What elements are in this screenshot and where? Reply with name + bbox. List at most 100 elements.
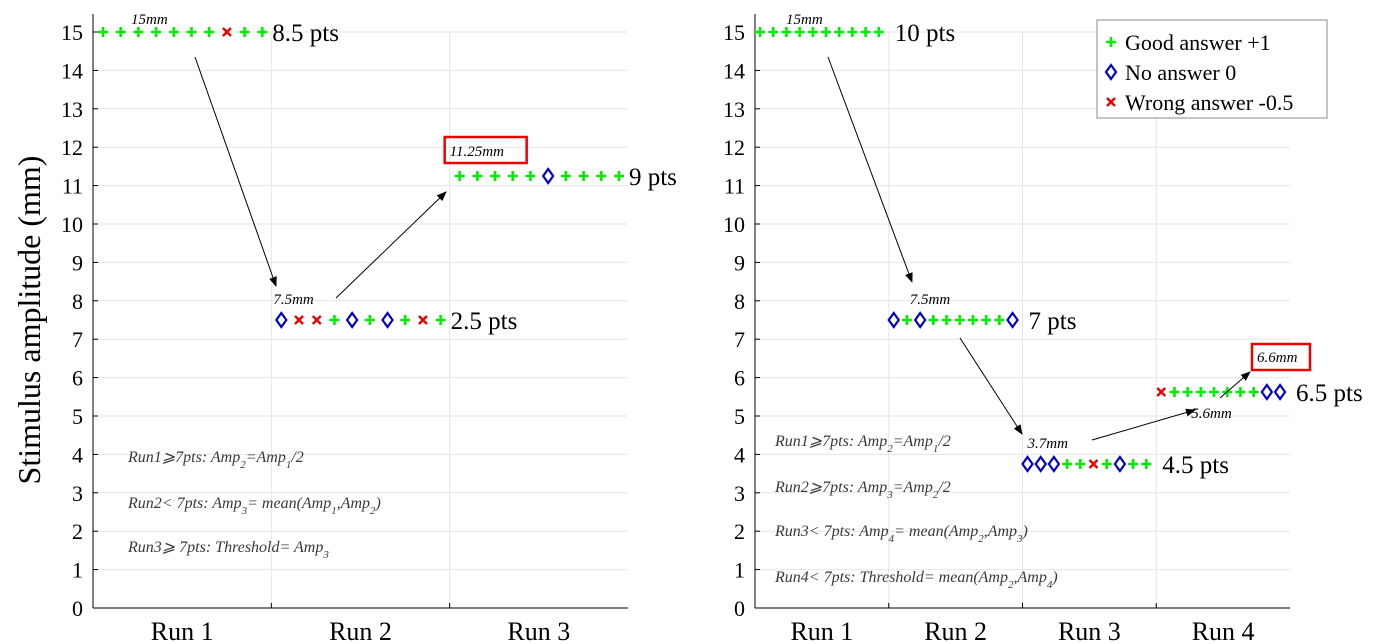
plus-icon — [1235, 387, 1246, 397]
y-tick-label: 15 — [723, 20, 745, 45]
plus-icon — [239, 27, 250, 37]
transition-arrow — [1219, 371, 1251, 399]
answer-none-marker — [1104, 63, 1118, 81]
y-tick-label: 7 — [72, 327, 83, 352]
y-tick-label: 14 — [723, 58, 745, 83]
plus-icon — [115, 27, 126, 37]
plus-icon — [133, 27, 144, 37]
y-tick-label: 13 — [723, 97, 745, 122]
answer-good-marker — [981, 315, 992, 325]
plus-icon — [941, 315, 952, 325]
plus-icon — [472, 171, 483, 181]
answer-good-marker — [928, 315, 939, 325]
answer-good-marker — [847, 27, 858, 37]
y-tick-label: 6 — [734, 366, 745, 391]
plus-icon — [1248, 387, 1259, 397]
answer-good-marker — [490, 171, 501, 181]
diamond-icon — [1047, 455, 1061, 473]
legend: Good answer +1 No answer 0 Wrong answer -0… — [1096, 19, 1328, 119]
rule-text: Run3⩾ 7pts: Threshold= Amp3 — [127, 539, 329, 561]
plus-icon — [435, 315, 446, 325]
plus-icon — [400, 315, 411, 325]
amplitude-label: 7.5mm — [910, 292, 951, 308]
plus-icon — [329, 315, 340, 325]
y-tick-label: 3 — [72, 481, 83, 506]
answer-good-marker — [454, 171, 465, 181]
rule-text: Run2< 7pts: Amp3= mean(Amp1,Amp2) — [127, 495, 381, 517]
y-tick-label: 10 — [61, 212, 83, 237]
y-tick-label: 14 — [61, 58, 83, 83]
plus-icon — [873, 27, 884, 37]
plus-icon — [1195, 387, 1206, 397]
plus-icon — [1101, 459, 1112, 469]
answer-none-marker — [1021, 455, 1034, 473]
y-tick-label: 15 — [61, 20, 83, 45]
amplitude-label: 15mm — [131, 12, 168, 28]
plus-icon — [454, 171, 465, 181]
y-tick-label: 13 — [61, 97, 83, 122]
amplitude-label: 11.25mm — [450, 144, 504, 160]
answer-good-marker — [901, 315, 912, 325]
score-label: 6.5 pts — [1296, 380, 1363, 407]
amplitude-label: 5.6mm — [1191, 406, 1232, 422]
plus-icon — [901, 315, 912, 325]
diamond-icon — [1006, 311, 1019, 329]
answer-none-marker — [1113, 455, 1127, 473]
answer-good-marker — [168, 27, 179, 37]
y-tick-label: 2 — [72, 519, 83, 544]
y-tick-label: 6 — [72, 366, 83, 391]
score-label: 8.5 pts — [272, 20, 339, 47]
score-label: 2.5 pts — [451, 308, 518, 335]
answer-good-marker — [472, 171, 483, 181]
answer-good-marker — [151, 27, 162, 37]
cross-icon — [222, 27, 232, 37]
y-tick-label: 5 — [72, 404, 83, 429]
legend-box — [1096, 19, 1328, 119]
legend-entry-label: No answer 0 — [1125, 60, 1236, 85]
plus-icon — [821, 27, 831, 37]
answer-good-marker — [1128, 459, 1139, 469]
plus-icon — [507, 171, 518, 181]
answer-none-marker — [1260, 383, 1274, 401]
plus-icon — [967, 315, 978, 325]
rule-text: Run2⩾7pts: Amp3=Amp2/2 — [774, 479, 951, 501]
plus-icon — [860, 27, 871, 37]
target-amplitude-label: 6.6mm — [1257, 350, 1298, 366]
answer-good-marker — [821, 27, 831, 37]
plus-icon — [1169, 387, 1180, 397]
answer-good-marker — [967, 315, 978, 325]
y-tick-label: 1 — [72, 558, 83, 583]
y-tick-label: 12 — [61, 135, 83, 160]
answer-good-marker — [257, 27, 268, 37]
answer-good-marker — [873, 27, 884, 37]
answer-good-marker — [834, 27, 845, 37]
cross-icon — [1156, 387, 1167, 397]
run-series: 8.5 pts 15mm — [98, 12, 339, 47]
answer-wrong-marker — [1106, 97, 1116, 107]
diamond-icon — [913, 311, 927, 329]
y-tick-label: 4 — [734, 442, 745, 467]
answer-good-marker — [525, 171, 536, 181]
amplitude-label: 7.5mm — [273, 292, 314, 308]
y-axis-label: Stimulus amplitude (mm) — [11, 156, 47, 485]
legend-entry-label: Good answer +1 — [1125, 30, 1271, 55]
diamond-icon — [381, 311, 394, 329]
answer-good-marker — [578, 171, 589, 181]
answer-none-marker — [541, 167, 555, 185]
plus-icon — [1062, 459, 1073, 469]
plus-icon — [596, 171, 607, 181]
plus-icon — [755, 27, 765, 37]
answer-none-marker — [1034, 455, 1048, 473]
diamond-icon — [1021, 455, 1034, 473]
answer-good-marker — [1101, 459, 1112, 469]
cross-icon — [1088, 459, 1099, 469]
answer-good-marker — [1248, 387, 1259, 397]
run-series: 2.5 pts 7.5mm — [273, 292, 517, 335]
plus-icon — [490, 171, 501, 181]
answer-good-marker — [1075, 459, 1086, 469]
answer-none-marker — [381, 311, 394, 329]
answer-good-marker — [1141, 459, 1152, 469]
y-tick-label: 10 — [723, 212, 745, 237]
plus-icon — [954, 315, 965, 325]
